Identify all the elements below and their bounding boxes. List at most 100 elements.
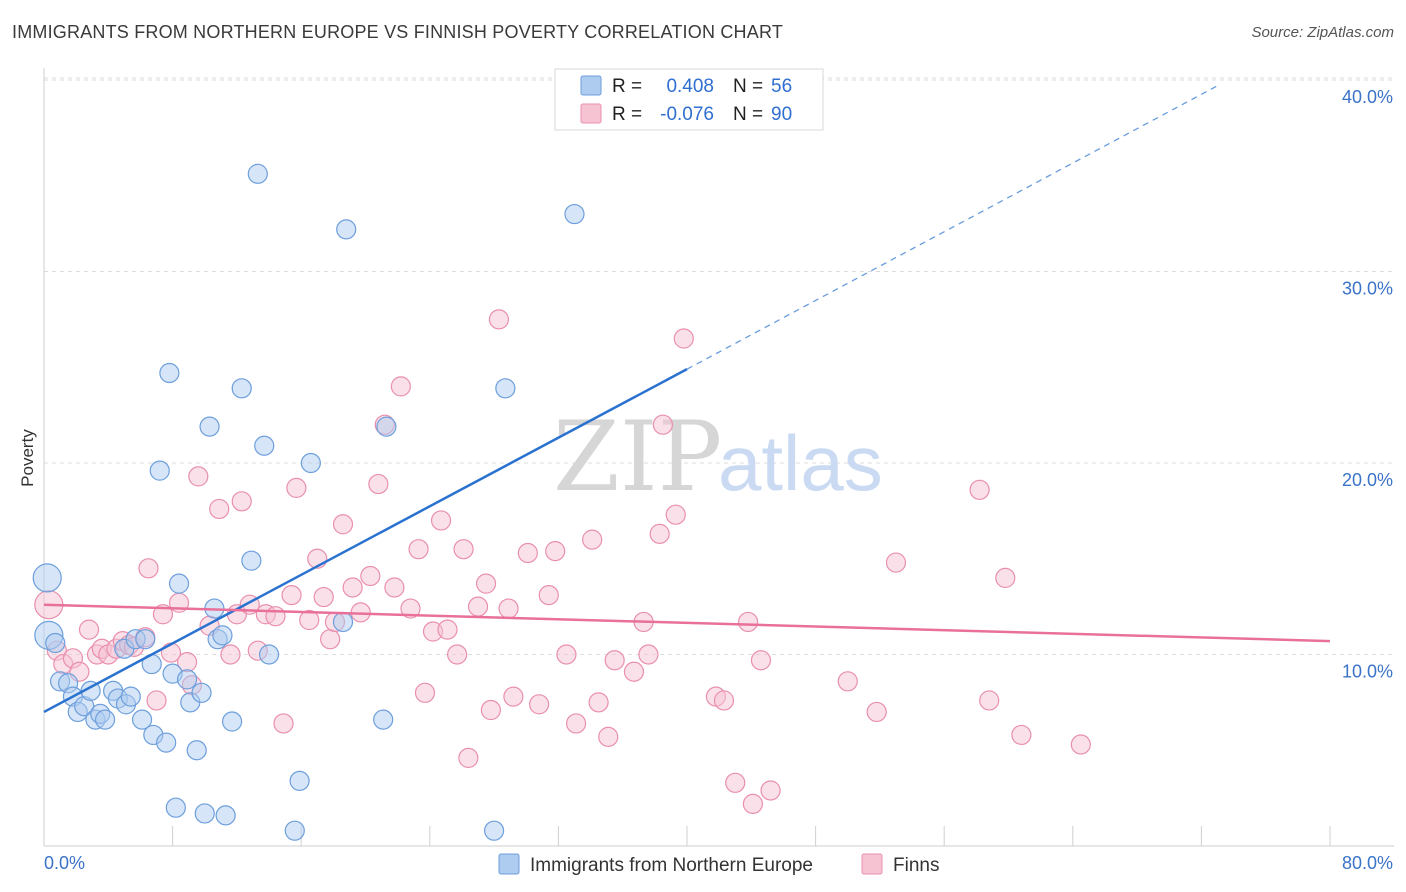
immigrants-point xyxy=(284,820,305,841)
finns-point xyxy=(265,606,286,627)
legend-r-value: -0.076 xyxy=(660,104,714,125)
finns-point xyxy=(1070,734,1091,755)
immigrants-point xyxy=(156,732,177,753)
finns-point xyxy=(588,692,609,713)
immigrants-point xyxy=(336,219,357,240)
immigrants-point xyxy=(199,416,220,437)
finns-point xyxy=(368,473,389,495)
immigrants-point xyxy=(215,805,236,826)
immigrants-point xyxy=(176,669,198,690)
finns-point xyxy=(1011,724,1032,746)
chart-title: IMMIGRANTS FROM NORTHERN EUROPE VS FINNI… xyxy=(12,22,784,42)
immigrants-point xyxy=(149,460,170,481)
immigrants-point xyxy=(94,709,116,730)
finns-point xyxy=(320,629,341,650)
bottom-legend-label-immigrants: Immigrants from Northern Europe xyxy=(530,855,813,876)
finns-point xyxy=(390,376,411,397)
y-tick-labels: 10.0% 20.0% 30.0% 40.0% xyxy=(1342,87,1393,682)
immigrants-point xyxy=(258,644,280,665)
immigrants-point xyxy=(120,686,141,707)
finns-point xyxy=(866,701,887,723)
finns-point xyxy=(475,573,497,594)
finns-point xyxy=(517,542,538,564)
finns-point xyxy=(498,598,519,619)
finns-point xyxy=(885,552,907,573)
finns-point xyxy=(414,682,436,703)
finns-point xyxy=(604,650,625,671)
finns-point xyxy=(638,644,659,665)
legend-n-value: 90 xyxy=(771,104,792,125)
immigrants-point xyxy=(191,682,212,703)
finns-point xyxy=(220,644,241,665)
finns-point xyxy=(582,529,603,550)
legend-swatch-pink xyxy=(580,103,602,124)
finns-point xyxy=(725,772,746,793)
finns-point xyxy=(408,539,429,560)
immigrants-point xyxy=(484,820,505,841)
finns-point xyxy=(623,661,645,682)
finns-point xyxy=(188,466,209,487)
finns-point xyxy=(453,539,474,560)
finns-point xyxy=(332,514,354,535)
finns-point xyxy=(231,491,252,512)
immigrants-point xyxy=(168,573,190,594)
immigrants-point xyxy=(159,362,180,384)
finns-points xyxy=(34,309,1091,814)
immigrants-point xyxy=(495,378,516,399)
immigrants-point xyxy=(332,611,354,633)
finns-point xyxy=(488,309,510,330)
y-tick-label: 40.0% xyxy=(1342,87,1393,107)
immigrants-point xyxy=(376,416,397,437)
legend-n-label: N = xyxy=(733,76,763,97)
finns-point xyxy=(467,596,489,617)
finns-point xyxy=(750,650,772,671)
finns-point xyxy=(713,690,735,711)
immigrants-trendline-extension xyxy=(686,85,1218,370)
immigrants-point xyxy=(300,452,321,474)
immigrants-point xyxy=(165,797,186,818)
immigrants-point xyxy=(373,709,394,730)
y-tick-label: 30.0% xyxy=(1342,279,1393,299)
source-label: Source: ZipAtlas.com xyxy=(1251,24,1394,41)
finns-point xyxy=(400,598,421,619)
finns-point xyxy=(430,510,452,531)
y-tick-label: 20.0% xyxy=(1342,470,1393,490)
immigrants-point xyxy=(247,163,268,184)
watermark-atlas: atlas xyxy=(718,419,883,507)
immigrants-point xyxy=(212,625,233,646)
finns-point xyxy=(837,671,858,692)
finns-point xyxy=(138,558,159,579)
finns-point xyxy=(673,328,694,349)
x-tick-label-min: 0.0% xyxy=(44,853,85,873)
watermark-zip: ZIP xyxy=(553,401,722,513)
finns-point xyxy=(529,694,550,715)
top-legend: R = 0.408 N = 56 R = -0.076 N = 90 xyxy=(554,68,824,131)
legend-swatch-blue xyxy=(580,75,602,96)
finns-point xyxy=(299,609,320,631)
legend-n-value: 56 xyxy=(771,76,792,97)
finns-point xyxy=(503,686,524,707)
y-tick-label: 10.0% xyxy=(1342,662,1393,682)
finns-point xyxy=(538,585,559,606)
immigrants-point xyxy=(254,435,275,456)
finns-point xyxy=(313,586,334,608)
finns-point xyxy=(78,619,100,640)
finns-point xyxy=(995,567,1016,589)
finns-point xyxy=(556,644,577,665)
y-axis-label: Poverty xyxy=(18,429,37,487)
immigrants-points xyxy=(32,163,585,841)
finns-point xyxy=(384,577,405,598)
finns-point xyxy=(480,699,501,721)
finns-point xyxy=(737,611,759,633)
finns-point xyxy=(565,713,587,734)
finns-point xyxy=(209,498,230,520)
legend-r-label: R = xyxy=(612,76,642,97)
finns-point xyxy=(273,713,294,734)
finns-point xyxy=(979,690,1000,711)
immigrants-point xyxy=(221,711,243,732)
finns-point xyxy=(447,644,468,665)
bottom-legend: Immigrants from Northern Europe Finns xyxy=(498,853,939,876)
finns-point xyxy=(458,747,479,769)
finns-point xyxy=(742,793,764,814)
